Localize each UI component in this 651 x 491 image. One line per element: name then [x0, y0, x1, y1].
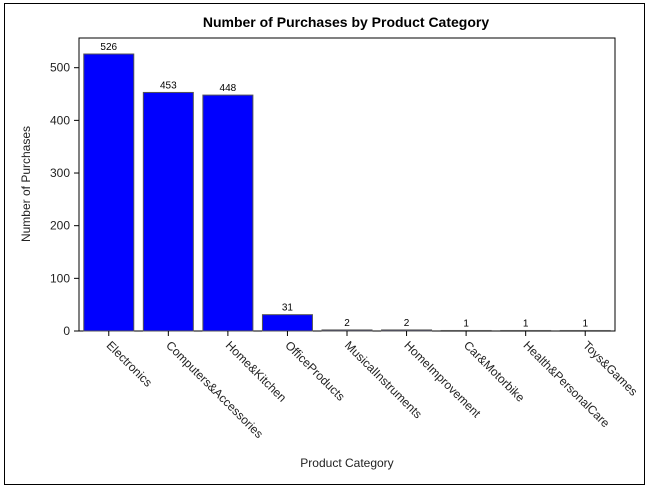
bar: [83, 53, 135, 332]
y-tick-label: 100: [50, 271, 70, 285]
bar-value-label: 2: [344, 318, 350, 329]
data-labels: 526 453 448 31 2 2 1 1 1: [100, 42, 588, 329]
y-tick-label: 300: [50, 166, 70, 180]
bar-value-label: 1: [463, 318, 469, 329]
bar-value-label: 1: [523, 318, 529, 329]
bar: [381, 329, 433, 332]
bar: [261, 314, 313, 332]
x-axis-ticks: Electronics Computers&AccessoriesHome&Kit…: [104, 331, 640, 441]
y-tick-label: 400: [50, 113, 70, 127]
y-tick-label: 500: [50, 61, 70, 75]
bar-value-label: 2: [404, 318, 410, 329]
x-tick-label: Computers&Accessories: [163, 338, 266, 441]
bar: [142, 91, 194, 332]
bar: [202, 94, 254, 332]
x-tick-label: Toys&Games: [580, 338, 640, 398]
x-tick-label: Electronics: [104, 338, 155, 389]
x-tick-label: OfficeProducts: [282, 338, 347, 403]
bar-value-label: 448: [220, 83, 237, 94]
y-axis-ticks: 0 100 200 300 400 500: [50, 61, 79, 338]
bar-value-label: 1: [582, 318, 588, 329]
y-tick-label: 0: [63, 324, 70, 338]
bars: [83, 53, 611, 332]
x-axis-label: Product Category: [300, 456, 393, 470]
y-tick-label: 200: [50, 219, 70, 233]
chart-title: Number of Purchases by Product Category: [203, 14, 490, 30]
bar-value-label: 31: [282, 303, 294, 314]
x-tick-label: Car&Motorbike: [461, 338, 528, 405]
y-axis-label: Number of Purchases: [19, 126, 33, 242]
bar: [321, 329, 373, 332]
x-tick-label: Home&Kitchen: [223, 338, 290, 405]
bar-value-label: 526: [100, 42, 117, 53]
bar-value-label: 453: [160, 80, 177, 91]
